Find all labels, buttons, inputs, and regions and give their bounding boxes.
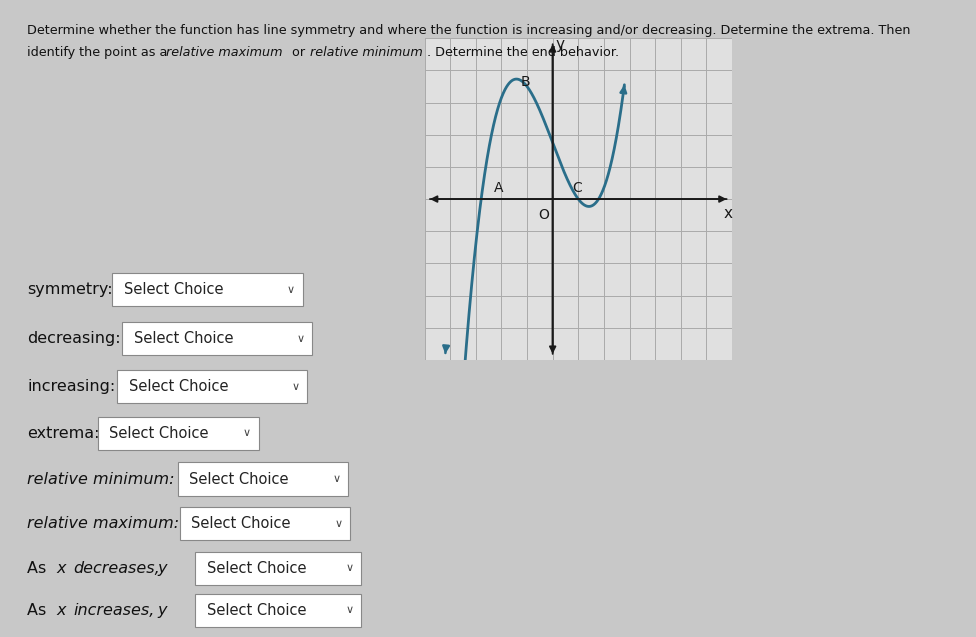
- Text: Select Choice: Select Choice: [124, 282, 224, 297]
- Text: Select Choice: Select Choice: [129, 379, 228, 394]
- Text: increases,: increases,: [73, 603, 154, 618]
- Text: ∨: ∨: [346, 563, 353, 573]
- Text: identify the point as a: identify the point as a: [27, 46, 172, 59]
- FancyBboxPatch shape: [112, 273, 303, 306]
- Text: x: x: [723, 206, 733, 221]
- Text: relative maximum:: relative maximum:: [27, 516, 180, 531]
- Text: y: y: [158, 561, 167, 576]
- Text: increasing:: increasing:: [27, 379, 115, 394]
- Text: C: C: [572, 181, 582, 195]
- Text: extrema:: extrema:: [27, 426, 100, 441]
- Text: y: y: [158, 603, 167, 618]
- Text: or: or: [288, 46, 309, 59]
- Text: x: x: [57, 603, 66, 618]
- Text: Select Choice: Select Choice: [207, 603, 306, 618]
- Text: Select Choice: Select Choice: [191, 516, 291, 531]
- FancyBboxPatch shape: [98, 417, 259, 450]
- Text: ∨: ∨: [335, 519, 343, 529]
- FancyBboxPatch shape: [195, 594, 361, 627]
- Text: relative minimum:: relative minimum:: [27, 471, 175, 487]
- Text: B: B: [521, 75, 531, 89]
- Text: decreasing:: decreasing:: [27, 331, 121, 347]
- Text: ∨: ∨: [243, 428, 251, 438]
- FancyBboxPatch shape: [122, 322, 312, 355]
- Text: A: A: [494, 181, 504, 195]
- FancyBboxPatch shape: [117, 370, 307, 403]
- Text: Select Choice: Select Choice: [207, 561, 306, 576]
- Text: O: O: [538, 208, 549, 222]
- Text: relative minimum: relative minimum: [310, 46, 424, 59]
- Text: Select Choice: Select Choice: [109, 426, 209, 441]
- Text: As: As: [27, 561, 52, 576]
- Text: ∨: ∨: [297, 334, 305, 344]
- FancyBboxPatch shape: [178, 462, 348, 496]
- Text: Select Choice: Select Choice: [134, 331, 233, 347]
- Text: ∨: ∨: [292, 382, 300, 392]
- Text: ∨: ∨: [346, 605, 353, 615]
- Text: relative maximum: relative maximum: [166, 46, 282, 59]
- Text: ∨: ∨: [287, 285, 295, 295]
- Text: As: As: [27, 603, 52, 618]
- Text: symmetry:: symmetry:: [27, 282, 113, 297]
- Text: x: x: [57, 561, 66, 576]
- Text: Determine whether the function has line symmetry and where the function is incre: Determine whether the function has line …: [27, 24, 911, 37]
- Text: . Determine the end behavior.: . Determine the end behavior.: [427, 46, 620, 59]
- FancyBboxPatch shape: [195, 552, 361, 585]
- Text: Select Choice: Select Choice: [189, 471, 289, 487]
- FancyBboxPatch shape: [180, 507, 350, 540]
- Text: decreases,: decreases,: [73, 561, 160, 576]
- Text: y: y: [556, 37, 565, 52]
- Text: ∨: ∨: [333, 474, 341, 484]
